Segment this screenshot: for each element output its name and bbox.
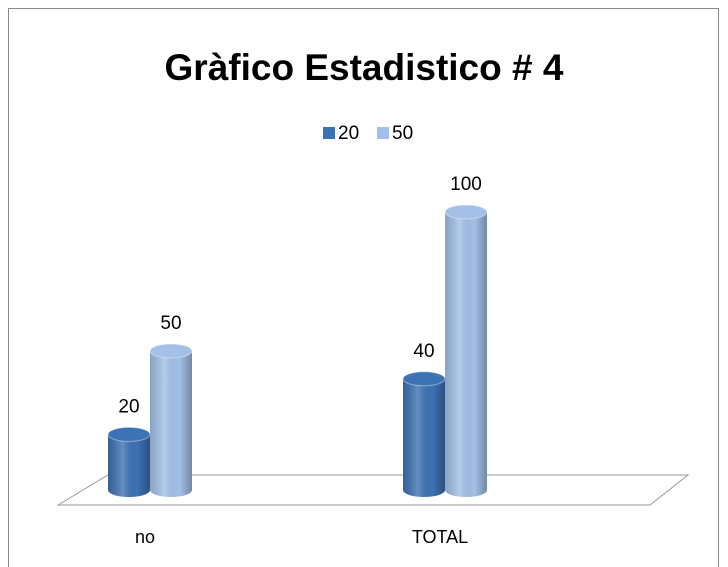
cylinder-shade: [403, 378, 445, 497]
legend-label: 20: [338, 123, 359, 144]
data-label: 20: [118, 396, 139, 417]
chart-title: Gràfico Estadistico # 4: [165, 47, 564, 88]
cylinder: [149, 343, 193, 497]
data-label: 40: [413, 341, 434, 362]
legend-swatch: [323, 127, 335, 139]
cylinder-shade: [150, 351, 192, 497]
cylinder-shade: [445, 212, 487, 497]
floor: [56, 474, 690, 506]
x-tick-label: TOTAL: [412, 527, 468, 547]
cylinder: [107, 426, 151, 497]
cylinder: [444, 204, 488, 497]
cylinder-top: [149, 343, 193, 359]
cylinder: [402, 371, 446, 497]
legend-swatch: [377, 127, 389, 139]
cylinder-top: [444, 204, 488, 220]
data-label: 50: [160, 313, 181, 334]
legend-label: 50: [392, 123, 413, 144]
x-tick-label: no: [135, 527, 155, 547]
cylinder-top: [107, 426, 151, 442]
data-label: 100: [450, 174, 482, 195]
cylinder-shade: [108, 434, 150, 497]
cylinder-top: [402, 371, 446, 387]
